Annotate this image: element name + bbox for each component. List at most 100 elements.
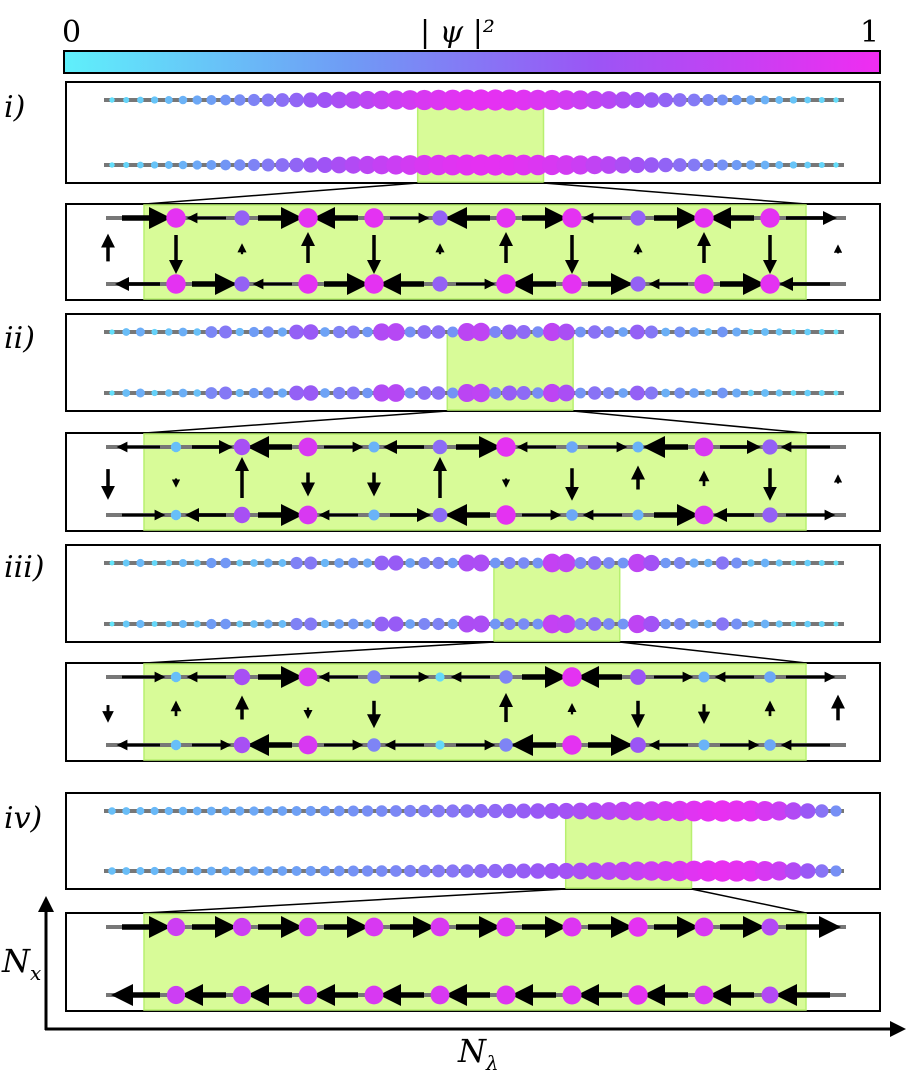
overview-site-bottom	[673, 618, 686, 630]
overview-site-bottom	[206, 618, 217, 630]
overview-site-top	[544, 803, 561, 819]
overview-site-bottom	[775, 389, 783, 397]
overview-site-top	[471, 322, 491, 342]
overview-site-top	[206, 806, 216, 816]
zoom-site-bottom	[234, 276, 250, 292]
overview-site-bottom	[761, 389, 769, 397]
overview-site-top	[570, 90, 591, 110]
overview-site-bottom	[542, 614, 562, 634]
overview-site-top	[192, 95, 202, 105]
overview-site-top	[516, 324, 531, 340]
overview-site-bottom	[247, 158, 261, 172]
zoom-site-bottom	[762, 507, 778, 523]
zoom-site-bottom	[367, 738, 381, 752]
overview-site-bottom	[235, 866, 245, 876]
overview-site-top	[644, 325, 658, 339]
overview-site-bottom	[704, 389, 713, 397]
overview-site-bottom	[760, 160, 770, 170]
overview-site-bottom	[388, 616, 404, 632]
overview-site-top	[532, 326, 544, 338]
zoom-site-top	[632, 441, 644, 453]
overview-site-bottom	[754, 860, 776, 882]
overview-site-top	[790, 560, 797, 566]
overview-site-bottom	[603, 618, 615, 630]
overview-site-bottom	[715, 617, 730, 631]
overview-site-bottom	[474, 864, 489, 878]
overview-site-top	[261, 93, 275, 107]
zoom-site-top	[298, 667, 318, 687]
panel-label-ii: ii)	[4, 321, 35, 356]
overview-site-top	[262, 326, 274, 338]
overview-site-bottom	[689, 388, 699, 398]
overview-site-bottom	[613, 861, 633, 881]
overview-site-top	[165, 328, 173, 336]
overview-site-bottom	[574, 618, 587, 630]
overview-site-top	[361, 805, 374, 817]
overview-site-top	[775, 559, 783, 567]
overview-site-top	[193, 559, 201, 567]
zoom-site-bottom	[435, 740, 445, 750]
overview-site-bottom	[790, 621, 797, 627]
panel-label-iii: iii)	[4, 550, 45, 585]
overview-site-bottom	[432, 617, 445, 631]
overview-site-bottom	[236, 620, 244, 628]
overview-site-bottom	[628, 614, 647, 634]
overview-site-top	[123, 96, 130, 104]
overview-site-bottom	[674, 387, 686, 399]
overview-site-top	[760, 95, 770, 105]
x-axis-label: Nλ	[457, 1032, 499, 1074]
overview-site-top	[704, 328, 713, 336]
overview-site-top	[641, 801, 662, 821]
overview-site-bottom	[513, 154, 535, 176]
overview-site-top	[804, 559, 811, 567]
zoom-site-bottom	[364, 985, 384, 1005]
overview-site-top	[784, 802, 803, 820]
overview-site-bottom	[178, 160, 188, 170]
overview-site-bottom	[193, 389, 201, 397]
overview-site-bottom	[122, 389, 131, 397]
overview-site-top	[618, 327, 628, 337]
overview-site-top	[400, 90, 420, 110]
overview-site-bottom	[660, 618, 671, 630]
overview-site-top	[818, 96, 825, 104]
zoom-site-top	[694, 437, 714, 457]
overview-site-top	[344, 91, 363, 109]
overview-panel	[65, 81, 881, 184]
zoom-site-top	[762, 439, 778, 455]
overview-site-top	[275, 93, 290, 107]
colorbar-gradient	[63, 50, 881, 74]
overview-site-top	[289, 92, 304, 108]
overview-site-bottom	[263, 866, 273, 876]
overview-site-bottom	[136, 619, 145, 629]
zoom-site-top	[432, 439, 448, 455]
zoom-panel	[65, 432, 881, 532]
overview-site-bottom	[747, 620, 755, 628]
overview-site-top	[334, 558, 345, 568]
zoom-site-bottom	[694, 274, 714, 294]
overview-site-top	[304, 556, 318, 570]
overview-site-bottom	[804, 389, 811, 397]
overview-site-bottom	[362, 387, 373, 399]
overview-site-bottom	[689, 619, 699, 629]
zoom-site-top	[698, 671, 710, 683]
panel-4	[65, 792, 881, 1012]
overview-site-top	[404, 804, 417, 818]
overview-site-top	[358, 90, 377, 110]
overview-site-top	[418, 557, 431, 569]
overview-site-top	[790, 329, 797, 335]
overview-site-top	[432, 556, 445, 570]
overview-site-top	[474, 804, 489, 818]
zoom-site-bottom	[632, 509, 644, 521]
overview-site-top	[431, 325, 446, 339]
zoom-site-bottom	[298, 735, 318, 755]
panel-1	[65, 81, 881, 301]
zoom-site-bottom	[694, 985, 714, 1005]
overview-site-top	[574, 557, 587, 569]
overview-site-bottom	[235, 388, 244, 398]
overview-site-top	[122, 559, 130, 567]
overview-site-top	[643, 554, 660, 572]
zoom-site-top	[562, 208, 582, 228]
overview-site-bottom	[556, 155, 577, 175]
overview-site-bottom	[557, 614, 576, 634]
overview-site-top	[333, 805, 345, 817]
